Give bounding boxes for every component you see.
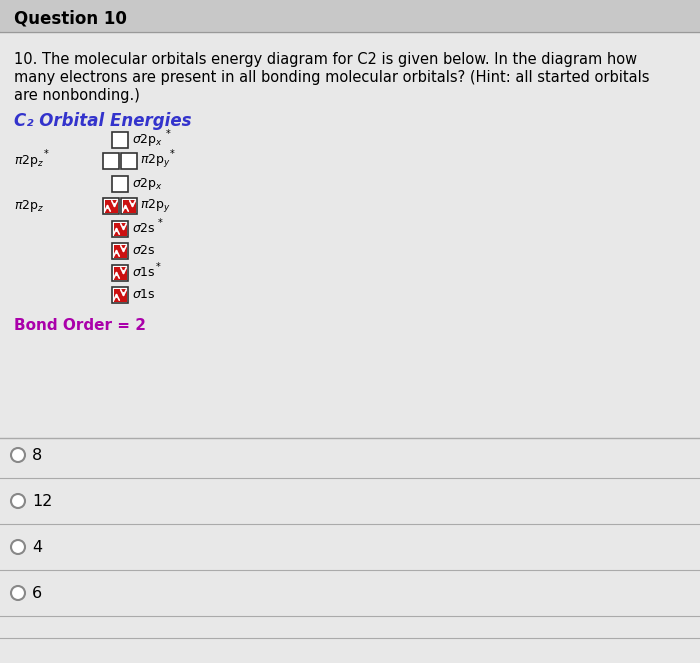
Bar (113, 245, 127, 257)
Text: $\pi$2p$_z$: $\pi$2p$_z$ (14, 198, 44, 214)
Bar (113, 267, 127, 280)
Bar (0, 0, 700, 32)
Bar (121, 198, 137, 214)
Text: *: * (158, 218, 162, 228)
Text: *: * (44, 149, 49, 159)
Bar (112, 132, 128, 148)
Circle shape (11, 540, 25, 554)
Bar (104, 200, 118, 213)
Bar (112, 243, 128, 259)
Text: $\sigma$2p$_x$: $\sigma$2p$_x$ (132, 132, 163, 148)
Text: Question 10: Question 10 (14, 9, 127, 27)
Bar (113, 223, 127, 235)
Bar (112, 287, 128, 303)
Circle shape (11, 448, 25, 462)
Text: 4: 4 (32, 540, 42, 554)
Circle shape (11, 586, 25, 600)
Text: 10. The molecular orbitals energy diagram for C2 is given below. In the diagram : 10. The molecular orbitals energy diagra… (14, 52, 637, 67)
Text: 12: 12 (32, 493, 52, 509)
Text: many electrons are present in all bonding molecular orbitals? (Hint: all started: many electrons are present in all bondin… (14, 70, 650, 85)
Text: $\pi$2p$_z$: $\pi$2p$_z$ (14, 153, 44, 169)
Text: $\sigma$2s: $\sigma$2s (132, 223, 156, 235)
Bar (122, 200, 136, 213)
Text: $\sigma$1s: $\sigma$1s (132, 288, 156, 302)
Text: 6: 6 (32, 585, 42, 601)
Text: $\sigma$2s: $\sigma$2s (132, 245, 156, 257)
Bar (103, 153, 119, 169)
Text: *: * (156, 262, 161, 272)
Bar (112, 176, 128, 192)
Text: Bond Order = 2: Bond Order = 2 (14, 318, 146, 333)
Text: $\pi$2p$_y$: $\pi$2p$_y$ (140, 152, 171, 170)
Text: are nonbonding.): are nonbonding.) (14, 88, 140, 103)
Bar (121, 153, 137, 169)
Text: 8: 8 (32, 448, 42, 463)
Text: C₂ Orbital Energies: C₂ Orbital Energies (14, 112, 192, 130)
Text: $\sigma$2p$_x$: $\sigma$2p$_x$ (132, 176, 163, 192)
Text: *: * (170, 149, 175, 159)
Text: *: * (166, 129, 171, 139)
Bar (103, 198, 119, 214)
Text: $\pi$2p$_y$: $\pi$2p$_y$ (140, 198, 171, 215)
Text: $\sigma$1s: $\sigma$1s (132, 267, 156, 280)
Bar (112, 221, 128, 237)
Bar (113, 288, 127, 302)
Bar (112, 265, 128, 281)
Circle shape (11, 494, 25, 508)
